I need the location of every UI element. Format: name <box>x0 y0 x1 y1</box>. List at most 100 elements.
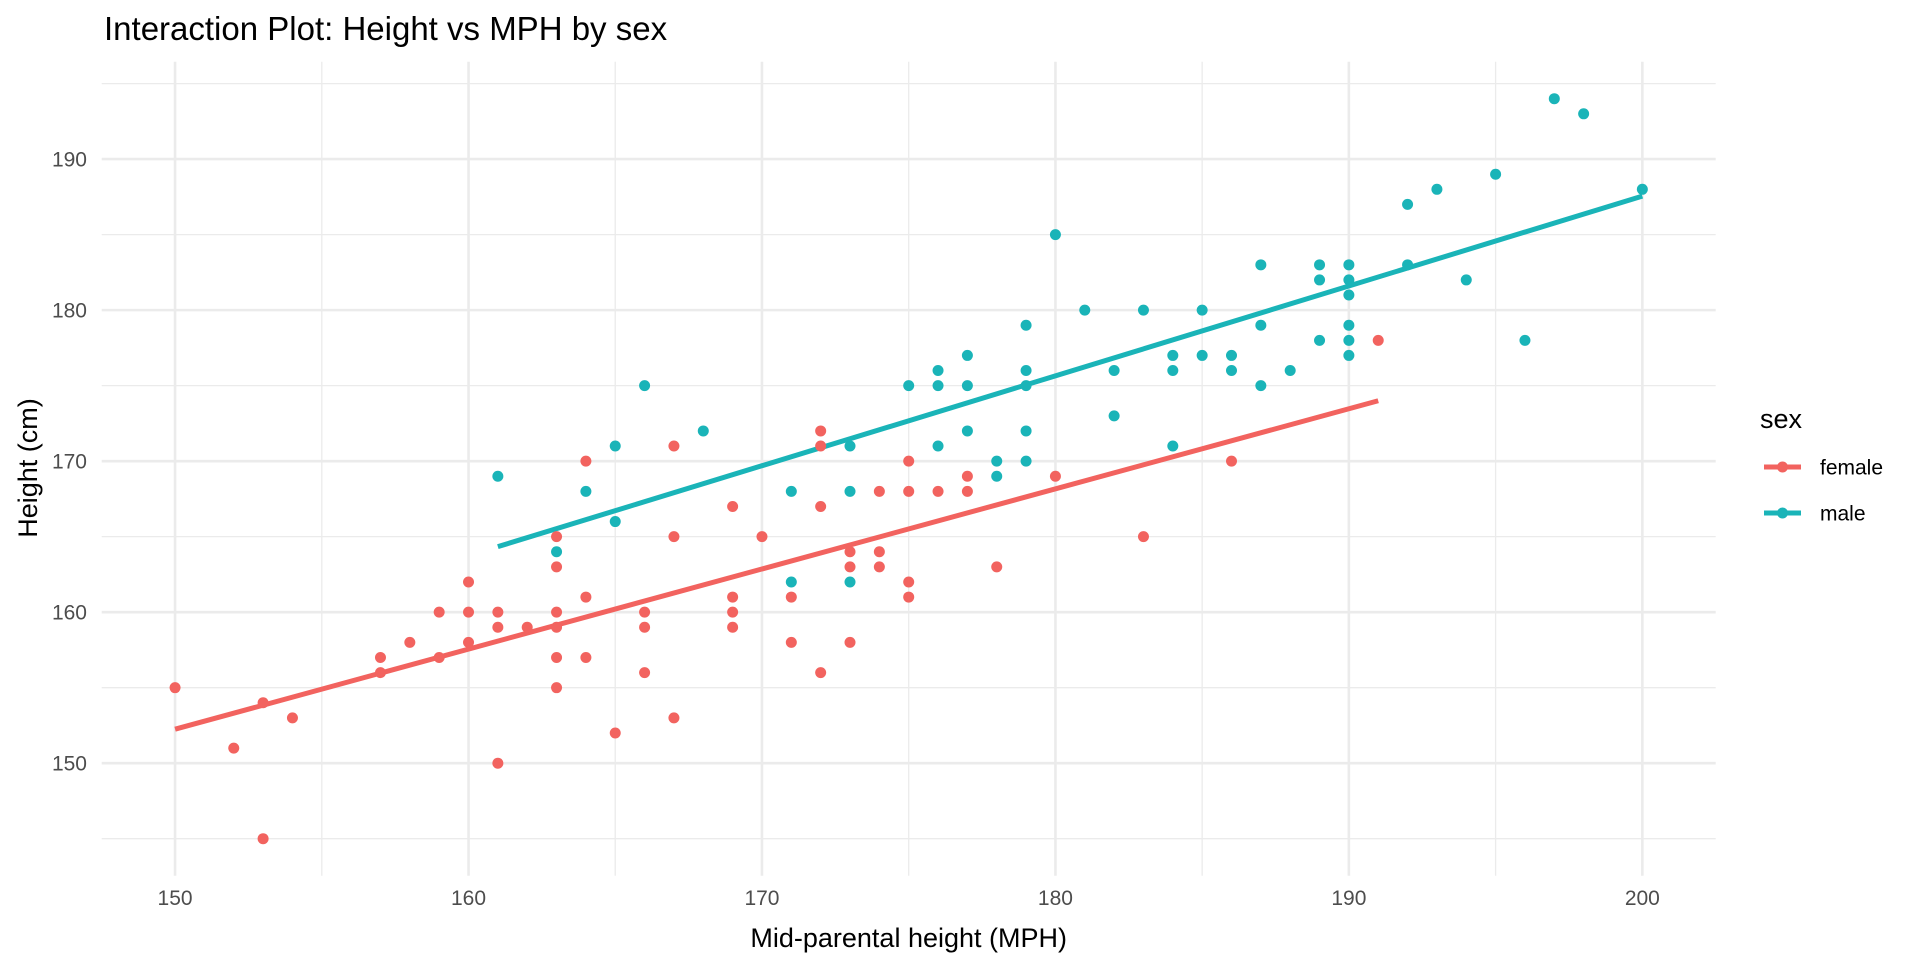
point-female <box>463 576 475 588</box>
point-female <box>1372 334 1384 346</box>
point-female <box>257 833 269 845</box>
point-male <box>991 470 1003 482</box>
point-male <box>1548 93 1560 105</box>
point-male <box>844 440 856 452</box>
point-male <box>1431 183 1443 195</box>
point-female <box>374 667 386 679</box>
point-female <box>785 636 797 648</box>
legend: sex female male <box>1760 404 1883 526</box>
x-tick-label: 170 <box>744 887 779 910</box>
point-male <box>1020 319 1032 331</box>
point-female <box>903 485 915 497</box>
point-male <box>1402 198 1414 210</box>
point-female <box>873 485 885 497</box>
point-female <box>668 531 680 543</box>
point-male <box>932 380 944 392</box>
x-axis-title: Mid-parental height (MPH) <box>750 923 1067 953</box>
point-male <box>1343 334 1355 346</box>
point-male <box>1314 274 1326 286</box>
point-male <box>785 576 797 588</box>
point-female <box>580 455 592 467</box>
point-male <box>1079 304 1091 316</box>
point-female <box>433 606 445 618</box>
point-female <box>903 576 915 588</box>
point-male <box>1519 334 1531 346</box>
point-male <box>844 576 856 588</box>
point-male <box>1020 365 1032 377</box>
point-male <box>1284 365 1296 377</box>
point-female <box>228 742 240 754</box>
point-male <box>785 485 797 497</box>
point-female <box>463 636 475 648</box>
point-female <box>463 606 475 618</box>
fit-line-female <box>174 398 1379 732</box>
point-male <box>1343 349 1355 361</box>
point-male <box>1636 183 1648 195</box>
point-female <box>815 425 827 437</box>
y-tick-label: 160 <box>52 602 87 625</box>
point-female <box>785 591 797 603</box>
point-female <box>286 712 298 724</box>
point-female <box>903 455 915 467</box>
point-female <box>844 546 856 558</box>
point-male <box>1108 410 1120 422</box>
point-female <box>961 470 973 482</box>
point-male <box>1108 365 1120 377</box>
chart-title: Interaction Plot: Height vs MPH by sex <box>104 10 668 47</box>
legend-key-male-dot <box>1777 507 1788 519</box>
point-male <box>1020 380 1032 392</box>
point-female <box>257 697 269 709</box>
gridlines <box>101 61 1716 876</box>
legend-label-male: male <box>1820 503 1866 526</box>
x-tick-label: 160 <box>451 887 486 910</box>
point-female <box>1137 531 1149 543</box>
y-axis-ticks: 150 160 170 180 190 <box>52 149 87 776</box>
legend-label-female: female <box>1820 457 1883 480</box>
y-tick-label: 190 <box>52 149 87 172</box>
x-tick-label: 180 <box>1038 887 1073 910</box>
point-female <box>551 606 563 618</box>
point-female <box>551 561 563 573</box>
point-male <box>991 455 1003 467</box>
point-male <box>903 380 915 392</box>
point-male <box>1490 168 1502 180</box>
point-male <box>639 380 651 392</box>
y-tick-label: 150 <box>52 753 87 776</box>
point-male <box>1402 259 1414 271</box>
point-female <box>903 591 915 603</box>
point-female <box>639 667 651 679</box>
point-male <box>492 470 504 482</box>
point-male <box>961 425 973 437</box>
point-male <box>551 546 563 558</box>
legend-title: sex <box>1760 404 1803 434</box>
point-male <box>961 380 973 392</box>
point-male <box>1167 440 1179 452</box>
point-male <box>961 349 973 361</box>
point-female <box>169 682 181 694</box>
point-female <box>815 440 827 452</box>
point-female <box>815 500 827 512</box>
point-female <box>815 667 827 679</box>
point-female <box>756 531 768 543</box>
y-tick-label: 170 <box>52 451 87 474</box>
point-male <box>609 440 621 452</box>
point-male <box>1167 365 1179 377</box>
point-female <box>492 757 504 769</box>
point-female <box>521 621 533 633</box>
point-female <box>374 651 386 663</box>
point-female <box>873 546 885 558</box>
point-male <box>697 425 709 437</box>
point-female <box>551 682 563 694</box>
point-female <box>961 485 973 497</box>
point-male <box>1343 274 1355 286</box>
point-male <box>1049 229 1061 241</box>
point-male <box>1167 349 1179 361</box>
point-male <box>932 440 944 452</box>
point-female <box>551 651 563 663</box>
point-female <box>433 651 445 663</box>
point-male <box>1578 108 1590 120</box>
point-male <box>1196 349 1208 361</box>
legend-item-male: male <box>1764 503 1866 526</box>
point-female <box>580 651 592 663</box>
